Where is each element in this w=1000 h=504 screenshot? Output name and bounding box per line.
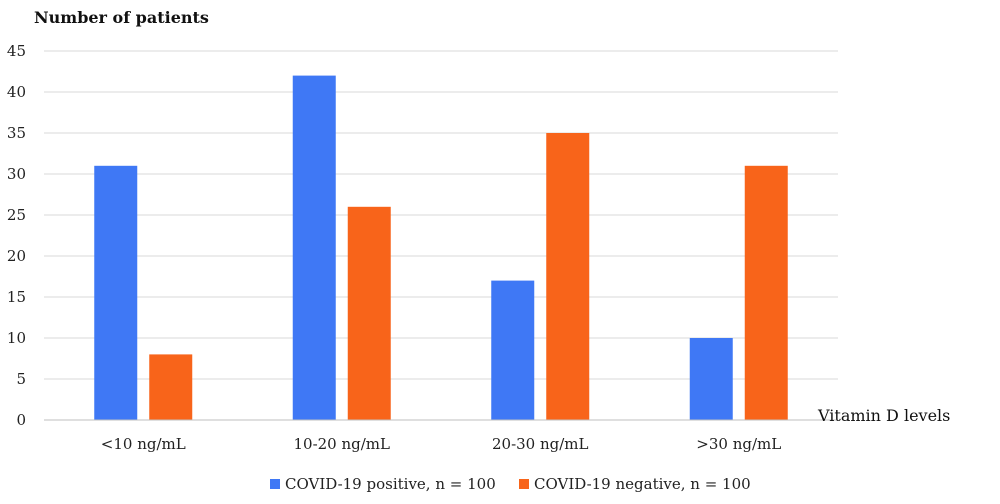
- legend-swatch-negative: [519, 479, 529, 489]
- x-tick-label: 10-20 ng/mL: [293, 435, 390, 453]
- y-tick-label: 10: [7, 329, 26, 347]
- bar-negative-1: [347, 206, 391, 420]
- gridlines: [44, 50, 838, 380]
- y-tick-label: 5: [16, 370, 26, 388]
- y-tick-label: 15: [7, 288, 26, 306]
- y-tick-label: 40: [7, 83, 26, 101]
- x-axis-title: Vitamin D levels: [817, 406, 950, 425]
- legend-swatch-positive: [270, 479, 280, 489]
- x-tick-label: <10 ng/mL: [101, 435, 186, 453]
- bars: [94, 75, 788, 420]
- y-tick-label: 30: [7, 165, 26, 183]
- bar-positive-2: [491, 280, 535, 420]
- bar-positive-0: [94, 165, 138, 420]
- bar-negative-0: [149, 354, 193, 420]
- x-tick-label: >30 ng/mL: [696, 435, 781, 453]
- y-tick-label: 20: [7, 247, 26, 265]
- x-tick-label: 20-30 ng/mL: [492, 435, 589, 453]
- bar-positive-1: [292, 75, 336, 420]
- bar-negative-3: [744, 165, 788, 420]
- y-tick-label: 35: [7, 124, 26, 142]
- legend-label-positive: COVID-19 positive, n = 100: [285, 475, 496, 493]
- y-axis-title: Number of patients: [34, 8, 209, 27]
- legend: COVID-19 positive, n = 100 COVID-19 negat…: [270, 475, 751, 493]
- y-tick-label: 45: [7, 42, 26, 60]
- y-axis-ticks: 0 5 10 15 20 25 30 35 40 45: [7, 42, 26, 429]
- bar-negative-2: [546, 133, 590, 420]
- bar-positive-3: [689, 338, 733, 420]
- legend-label-negative: COVID-19 negative, n = 100: [534, 475, 751, 493]
- y-tick-label: 0: [16, 411, 26, 429]
- x-axis-ticks: <10 ng/mL 10-20 ng/mL 20-30 ng/mL >30 ng/mL: [101, 435, 781, 453]
- y-tick-label: 25: [7, 206, 26, 224]
